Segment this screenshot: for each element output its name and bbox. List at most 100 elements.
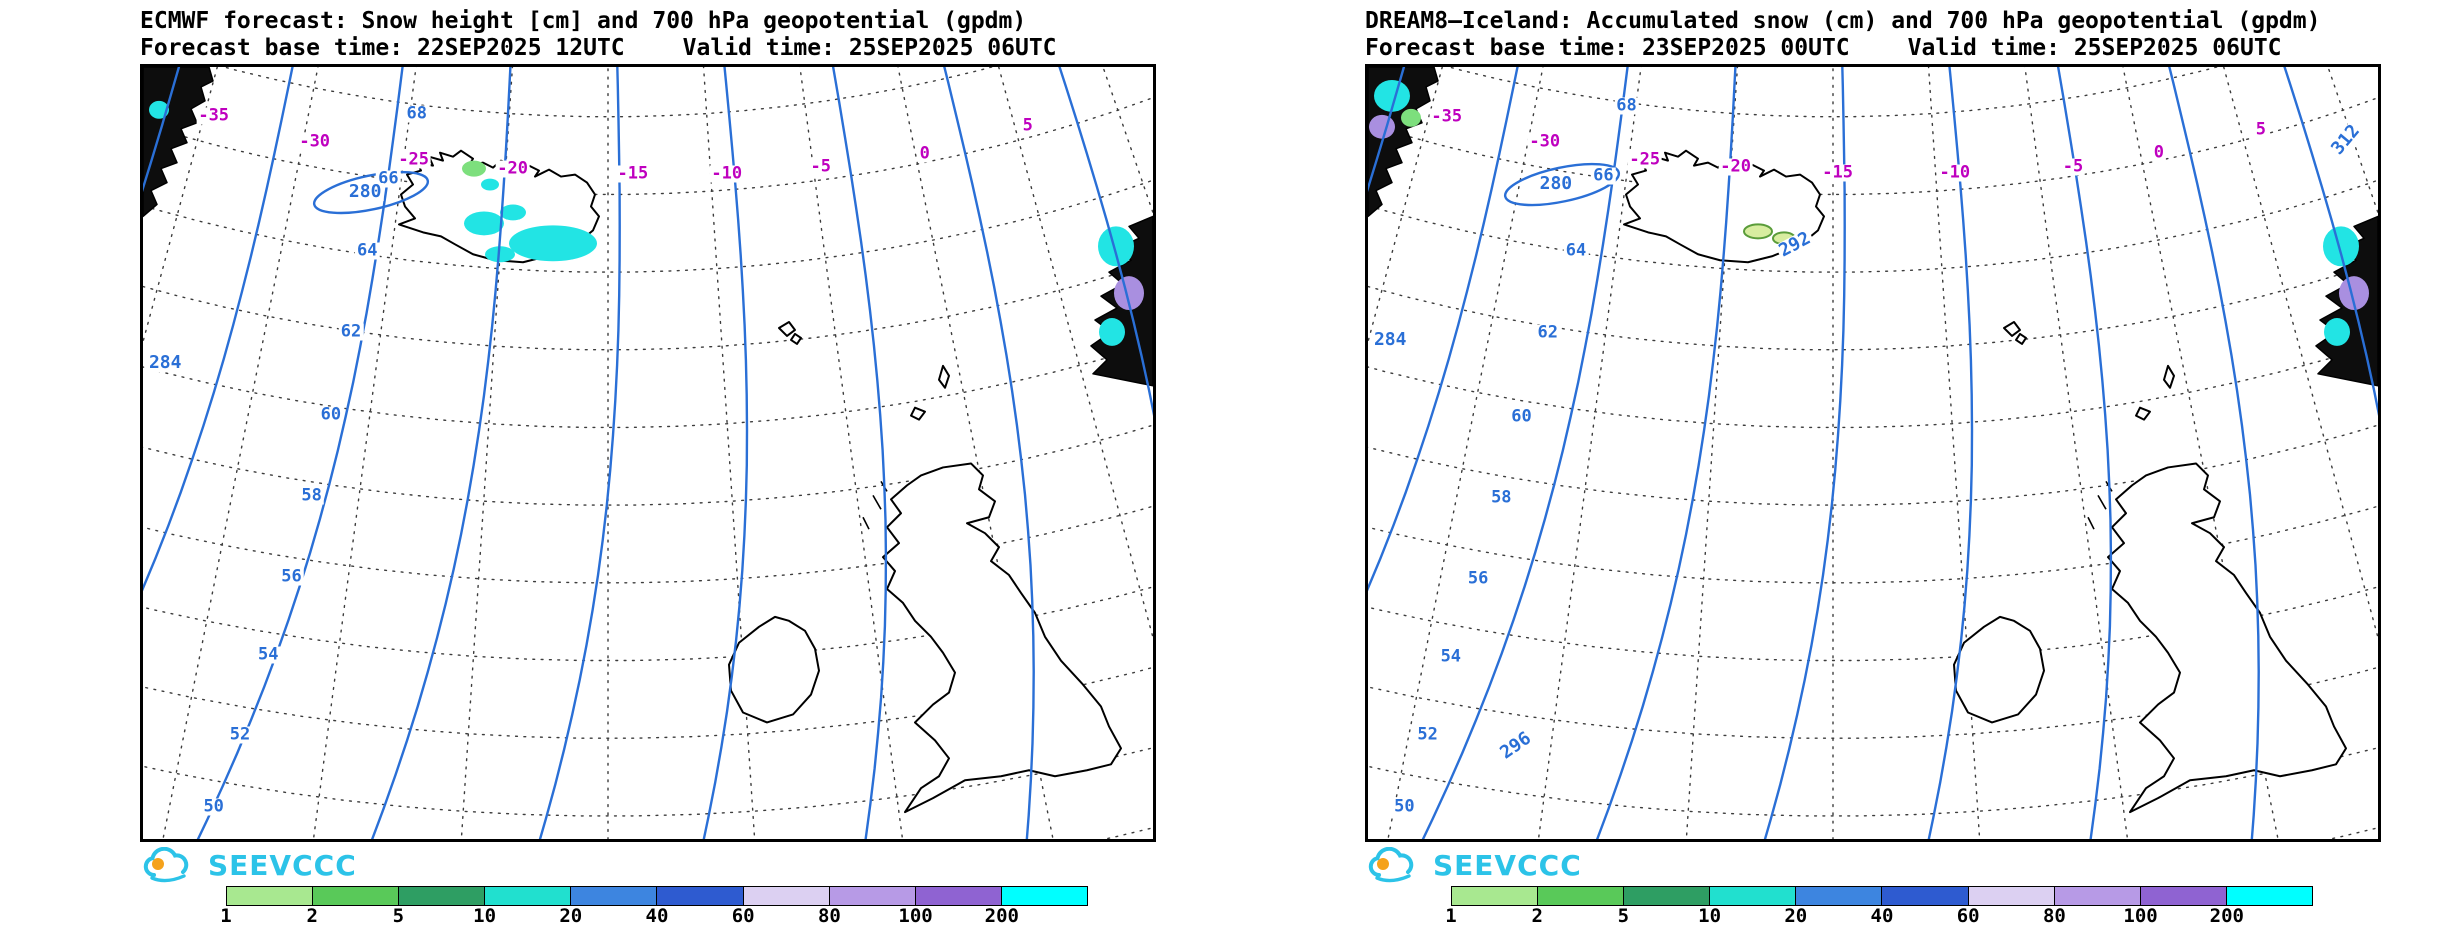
longitude-line xyxy=(1368,67,1443,345)
map-area: 68 66 64 62 60 58 56 54 52 50 -35 -30 -25 -20 -15 -10 -5… xyxy=(140,64,1156,842)
map-subtitle: Forecast base time: 22SEP2025 12UTC Valid… xyxy=(140,35,1230,62)
snow-patch xyxy=(464,211,504,236)
latitude-label: 66 xyxy=(1591,165,1616,186)
great-britain-coast xyxy=(2107,462,2347,814)
snow-patch xyxy=(1099,318,1125,346)
geopotential-contour-label: 296 xyxy=(1496,728,1537,765)
colorbar-segment xyxy=(2054,887,2141,905)
faroe-islands xyxy=(2003,321,2027,345)
longitude-label: 5 xyxy=(2253,119,2268,140)
snow-patch xyxy=(1114,276,1144,311)
snow-patch xyxy=(1401,108,1421,127)
geopotential-contours xyxy=(1368,67,2378,839)
seevccc-logo: SEEVCCC xyxy=(1365,846,1582,884)
latitude-label: 60 xyxy=(318,404,344,425)
geopotential-contour-line xyxy=(538,67,621,839)
colorbar-tick-label: 100 xyxy=(2123,905,2158,927)
geopotential-contour-line xyxy=(2283,67,2378,417)
colorbar-segment xyxy=(313,887,400,905)
colorbar-segment xyxy=(1538,887,1625,905)
colorbar-segment xyxy=(1710,887,1797,905)
longitude-line xyxy=(2024,67,2129,839)
geopotential-contour-line xyxy=(1763,67,1846,839)
longitude-label: -20 xyxy=(495,158,531,179)
geopotential-contour-line xyxy=(1058,67,1153,417)
colorbar-tick-label: 5 xyxy=(1617,905,1630,927)
logo-text: SEEVCCC xyxy=(208,848,357,882)
latitude-label: 58 xyxy=(1489,487,1514,508)
ireland-coast xyxy=(1953,615,2045,724)
colorbar-tick-label: 2 xyxy=(1531,905,1543,927)
latitude-label: 50 xyxy=(1392,796,1417,817)
latitude-label: 68 xyxy=(404,103,429,124)
colorbar-labels: 1 2 5 10 20 40 60 80 100 200 xyxy=(220,905,1088,927)
colorbar-tick-label: 10 xyxy=(1698,905,1722,927)
longitude-label: -15 xyxy=(615,163,651,184)
longitude-line xyxy=(702,67,756,839)
colorbar-segment xyxy=(571,887,658,905)
map-area: 68 66 64 62 60 58 56 54 52 50 -35 -30 -25 -20 -15 -10 -5… xyxy=(1365,64,2381,842)
seevccc-logo: SEEVCCC xyxy=(140,846,357,884)
title-block: ECMWF forecast: Snow height [cm] and 700… xyxy=(140,8,1230,62)
iceland-coast xyxy=(1623,149,1825,264)
latitude-label: 60 xyxy=(1509,406,1534,427)
longitude-label: 0 xyxy=(917,143,932,164)
longitude-line xyxy=(2122,67,2279,839)
valid-time: Valid time: 25SEP2025 06UTC xyxy=(682,35,1057,61)
snow-patch xyxy=(481,178,499,191)
geopotential-contour-line xyxy=(943,67,1035,839)
colorbar-segment xyxy=(1001,887,1087,905)
panel-dream8-iceland: DREAM8–Iceland: Accumulated snow (cm) an… xyxy=(1225,0,2449,927)
map-title: DREAM8–Iceland: Accumulated snow (cm) an… xyxy=(1365,8,2321,34)
colorbar-segment xyxy=(485,887,572,905)
map-title: ECMWF forecast: Snow height [cm] and 700… xyxy=(140,8,1027,34)
latitude-label: 62 xyxy=(338,321,364,342)
latitude-label: 54 xyxy=(255,644,281,665)
snow-patch xyxy=(509,225,597,262)
geopotential-contour-label: 284 xyxy=(1371,329,1409,351)
colorbar-segment xyxy=(1452,887,1539,905)
shetland-islands xyxy=(2163,364,2175,389)
map-svg xyxy=(143,67,1153,839)
colorbar-segment xyxy=(2140,887,2227,905)
colorbar-tick-label: 1 xyxy=(1445,905,1457,927)
longitude-label: -15 xyxy=(1820,162,1855,183)
longitude-label: -25 xyxy=(1627,149,1663,170)
forecast-base-time: Forecast base time: 23SEP2025 00UTC xyxy=(1365,35,1850,61)
cloud-logo-icon xyxy=(1368,847,1414,883)
geopotential-contour-line xyxy=(831,67,888,839)
latitude-label: 50 xyxy=(201,796,226,817)
colorbar-tick-label: 40 xyxy=(645,905,669,927)
longitude-line xyxy=(2223,67,2378,641)
map-svg xyxy=(1368,67,2378,839)
snow-patch xyxy=(500,204,526,221)
latitude-line xyxy=(143,505,1153,584)
geopotential-contour-label: 280 xyxy=(1537,173,1575,195)
shetland-islands xyxy=(938,364,950,389)
faroe-islands xyxy=(778,321,802,345)
colorbar-tick-label: 200 xyxy=(2209,905,2244,927)
colorbar-segment xyxy=(227,887,314,905)
colorbar-tick-label: 10 xyxy=(473,905,497,927)
snow-scale-colorbar: 1 2 5 10 20 40 60 80 100 200 xyxy=(1445,886,2313,927)
orkney-islands xyxy=(2135,406,2151,421)
latitude-label: 58 xyxy=(299,485,324,506)
latitude-label: 56 xyxy=(1465,568,1491,589)
geopotential-contours xyxy=(143,67,1153,839)
colorbar-tick-label: 200 xyxy=(984,905,1019,927)
longitude-line xyxy=(799,67,904,839)
snow-patch xyxy=(1743,223,1773,240)
latitude-label: 68 xyxy=(1614,95,1639,116)
colorbar-segment xyxy=(1968,887,2055,905)
longitude-label: -10 xyxy=(709,163,745,184)
low-280-closed-contour xyxy=(312,170,430,215)
colorbar-tick-label: 80 xyxy=(817,905,841,927)
longitude-line xyxy=(143,67,218,345)
longitude-label: -20 xyxy=(1718,156,1753,177)
colorbar-tick-label: 2 xyxy=(306,905,318,927)
colorbar-segment xyxy=(1796,887,1883,905)
latitude-line xyxy=(1368,505,2378,584)
longitude-line xyxy=(1927,67,1981,839)
longitude-label: -35 xyxy=(196,105,232,126)
longitude-label: -35 xyxy=(1429,106,1465,127)
